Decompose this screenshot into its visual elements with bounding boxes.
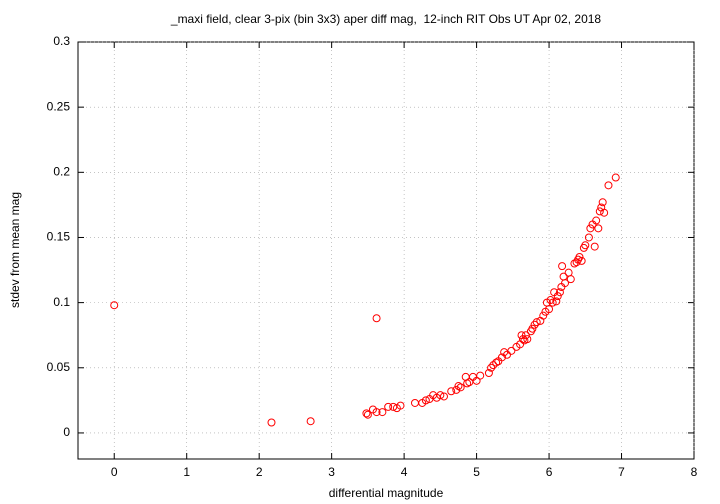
plot-frame bbox=[77, 41, 695, 460]
point bbox=[497, 353, 506, 362]
x-tick-label: 3 bbox=[328, 465, 335, 479]
point bbox=[456, 383, 465, 392]
point bbox=[484, 368, 493, 377]
point bbox=[384, 402, 393, 411]
point bbox=[564, 268, 573, 277]
point bbox=[396, 401, 405, 410]
point bbox=[372, 408, 381, 417]
y-tick-label: 0.15 bbox=[47, 230, 71, 244]
point bbox=[545, 305, 554, 314]
point bbox=[600, 208, 609, 217]
point bbox=[595, 207, 604, 216]
point bbox=[306, 417, 315, 426]
point bbox=[503, 350, 512, 359]
point bbox=[594, 224, 603, 233]
point bbox=[362, 409, 371, 418]
point bbox=[447, 387, 456, 396]
y-tick-label: 0 bbox=[63, 425, 70, 439]
point bbox=[439, 392, 448, 401]
y-tick-label: 0.1 bbox=[53, 295, 70, 309]
x-tick-label: 5 bbox=[473, 465, 480, 479]
point bbox=[507, 346, 516, 355]
y-tick-label: 0.2 bbox=[53, 164, 70, 178]
point bbox=[436, 391, 445, 400]
point bbox=[539, 311, 548, 320]
point bbox=[487, 363, 496, 372]
point bbox=[611, 173, 620, 182]
point bbox=[584, 233, 593, 242]
point bbox=[558, 262, 567, 271]
point bbox=[267, 418, 276, 427]
point bbox=[590, 242, 599, 251]
point bbox=[566, 275, 575, 284]
point bbox=[492, 358, 501, 367]
point bbox=[452, 385, 461, 394]
y-tick-label: 0.3 bbox=[53, 34, 70, 48]
x-tick-label: 0 bbox=[111, 465, 118, 479]
x-axis-label: differential magnitude bbox=[329, 486, 444, 500]
point bbox=[561, 279, 570, 288]
x-tick-label: 8 bbox=[691, 465, 698, 479]
point bbox=[521, 331, 530, 340]
x-tick-label: 1 bbox=[183, 465, 190, 479]
point bbox=[463, 379, 472, 388]
y-tick-label: 0.05 bbox=[47, 360, 71, 374]
point bbox=[378, 408, 387, 417]
point bbox=[410, 398, 419, 407]
point bbox=[110, 301, 119, 310]
point bbox=[555, 288, 564, 297]
point bbox=[421, 396, 430, 405]
point bbox=[548, 298, 557, 307]
point bbox=[575, 253, 584, 262]
x-tick-label: 6 bbox=[546, 465, 553, 479]
x-tick-label: 2 bbox=[256, 465, 263, 479]
point bbox=[581, 241, 590, 250]
point bbox=[598, 198, 607, 207]
point bbox=[472, 376, 481, 385]
point bbox=[372, 314, 381, 323]
point bbox=[577, 256, 586, 265]
point bbox=[532, 318, 541, 327]
x-tick-label: 7 bbox=[618, 465, 625, 479]
y-tick-label: 0.25 bbox=[47, 99, 71, 113]
y-axis-label: stdev from mean mag bbox=[8, 192, 22, 308]
point bbox=[528, 324, 537, 333]
point bbox=[546, 296, 555, 305]
point bbox=[454, 382, 463, 391]
point bbox=[476, 371, 485, 380]
point bbox=[489, 361, 498, 370]
x-tick-label: 4 bbox=[401, 465, 408, 479]
point bbox=[586, 224, 595, 233]
point bbox=[363, 410, 372, 419]
chart-title: _maxi field, clear 3-pix (bin 3x3) aper … bbox=[170, 12, 602, 26]
point bbox=[592, 216, 601, 225]
point bbox=[552, 297, 561, 306]
point bbox=[523, 335, 532, 344]
point bbox=[604, 181, 613, 190]
point bbox=[530, 320, 539, 329]
point bbox=[553, 292, 562, 301]
